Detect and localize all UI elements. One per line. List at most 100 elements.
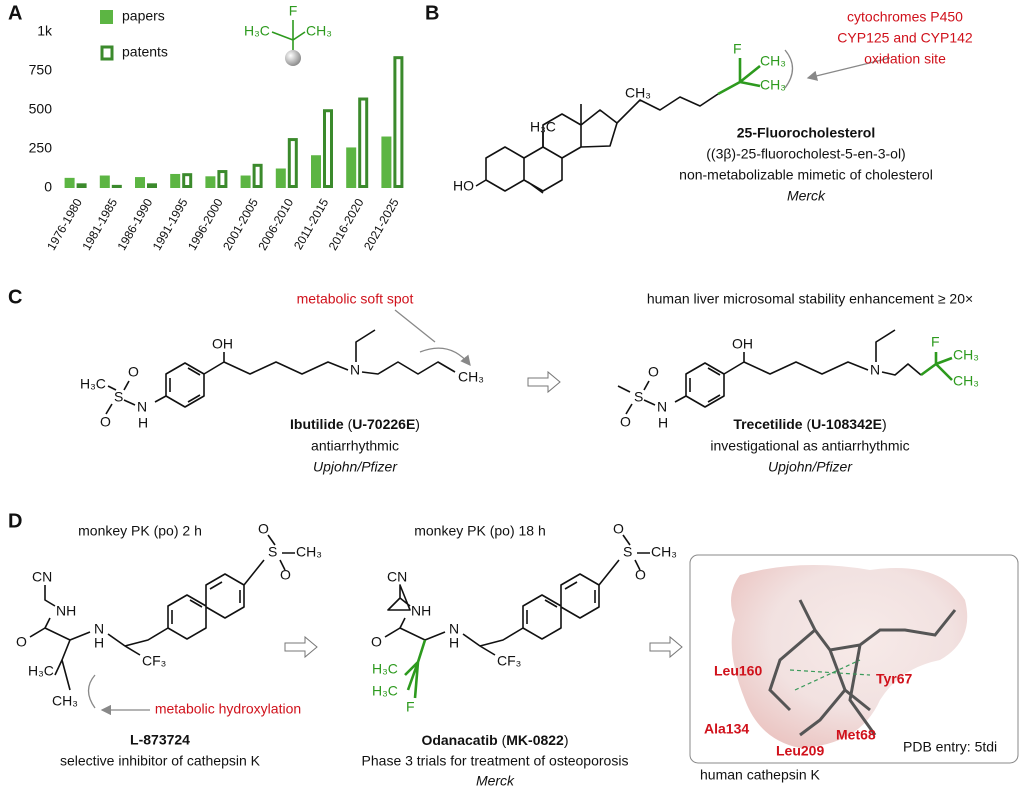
compound-name: 25-Fluorocholesterol: [737, 125, 875, 141]
atom: H₃C: [80, 376, 106, 392]
name-part: (: [498, 732, 507, 748]
atom: O: [371, 634, 382, 650]
atom: CH₃: [458, 369, 484, 385]
name-part: MK-0822: [506, 732, 564, 748]
description: investigational as antiarrhythmic: [710, 438, 909, 454]
bar: [64, 177, 75, 188]
skeleton: [617, 329, 922, 415]
name-part: Trecetilide: [733, 416, 802, 432]
open-arrow: [527, 370, 561, 394]
fluorinated-bond: [717, 58, 761, 96]
bar: [275, 168, 286, 188]
bar: [205, 176, 216, 188]
atom: H₃C: [244, 23, 270, 39]
atom: OH: [732, 336, 753, 352]
atom: O: [620, 414, 631, 430]
atom: CH₃: [953, 373, 979, 389]
fluorinated-bond: [920, 352, 953, 381]
name-part: ): [564, 732, 569, 748]
name-part: ): [415, 416, 420, 432]
bar: [240, 175, 251, 188]
atom: H: [449, 635, 459, 651]
panel-label: B: [425, 2, 439, 24]
caption: human cathepsin K: [700, 767, 821, 783]
atom: CH₃: [760, 77, 786, 93]
residue-label: Ala134: [704, 721, 749, 737]
atom: CF₃: [142, 653, 166, 669]
atom: O: [635, 567, 646, 583]
compound-name: Ibutilide (U-70226E): [290, 416, 420, 432]
atom: H₃C: [372, 683, 398, 699]
residue-label: Met68: [836, 727, 876, 743]
name-part: Odanacatib: [421, 732, 497, 748]
atom: N: [657, 399, 667, 415]
atom: N: [137, 399, 147, 415]
description: antiarrhythmic: [311, 438, 399, 454]
description: Phase 3 trials for treatment of osteopor…: [362, 753, 629, 769]
atom: O: [258, 521, 269, 537]
pk-label: monkey PK (po) 18 h: [414, 523, 546, 539]
annotation-arrow: [784, 49, 891, 88]
bar: [393, 56, 404, 189]
bar: [147, 183, 157, 189]
y-tick-label: 250: [29, 140, 53, 156]
x-tick-label: 1996-2000: [185, 196, 226, 253]
atom: CN: [32, 569, 52, 585]
bar: [346, 147, 357, 188]
atom: F: [733, 41, 742, 57]
y-tick-label: 500: [29, 101, 53, 117]
atom: HO: [453, 178, 474, 194]
company: Upjohn/Pfizer: [768, 459, 853, 475]
methyl-bond: [475, 104, 582, 187]
legend-swatch: [100, 45, 114, 61]
atom: NH: [56, 603, 76, 619]
atom: CN: [387, 569, 407, 585]
bond: [271, 20, 306, 50]
bar: [381, 136, 392, 188]
x-tick-label: 1981-1985: [79, 196, 120, 253]
x-tick-label: 2006-2010: [255, 196, 296, 253]
skeleton: [485, 93, 719, 194]
compound-name: Trecetilide (U-108342E): [733, 416, 886, 432]
legend-label: patents: [122, 44, 168, 60]
odanacatib: CN NH O N H CF₃ H₃C H₃C F S O O CH₃ Odan…: [362, 521, 677, 788]
open-arrow: [284, 635, 318, 659]
skeleton: [29, 534, 295, 691]
pdb-label: PDB entry: 5tdi: [903, 739, 997, 755]
compound-name: Odanacatib (MK-0822): [421, 732, 568, 748]
annotation: CYP125 and CYP142: [837, 30, 973, 46]
atom: F: [289, 3, 298, 19]
atom: N: [870, 362, 880, 378]
x-tick-label: 2021-2025: [361, 196, 402, 253]
atom: H: [138, 415, 148, 431]
residue-label: Leu209: [776, 743, 824, 759]
x-tick-label: 2011-2015: [291, 196, 332, 252]
atom: O: [16, 634, 27, 650]
atom: CH₃: [760, 53, 786, 69]
panel-label: C: [8, 286, 22, 308]
atom: NH: [411, 603, 431, 619]
atom: N: [94, 621, 104, 637]
fluorinated-bond: [404, 639, 427, 699]
atom: O: [128, 364, 139, 380]
protein-surface: [731, 565, 968, 748]
compound-name: L-873724: [130, 732, 190, 748]
atom: CH₃: [306, 23, 332, 39]
skeleton: [105, 329, 456, 415]
attachment-sphere: [285, 50, 301, 66]
bar: [76, 183, 87, 189]
open-arrow: [649, 635, 683, 659]
atom: CH₃: [52, 693, 78, 709]
atom: CH₃: [953, 347, 979, 363]
pk-label: monkey PK (po) 2 h: [78, 523, 202, 539]
residue-label: Leu160: [714, 663, 762, 679]
ligand-sticks: [768, 599, 957, 737]
atom: H₃C: [28, 663, 54, 679]
name-part: Ibutilide: [290, 416, 344, 432]
bar: [99, 175, 110, 188]
atom: N: [449, 621, 459, 637]
atom: S: [114, 389, 123, 405]
atom: S: [623, 544, 632, 560]
bar: [217, 170, 228, 188]
panel-label: D: [8, 510, 22, 532]
